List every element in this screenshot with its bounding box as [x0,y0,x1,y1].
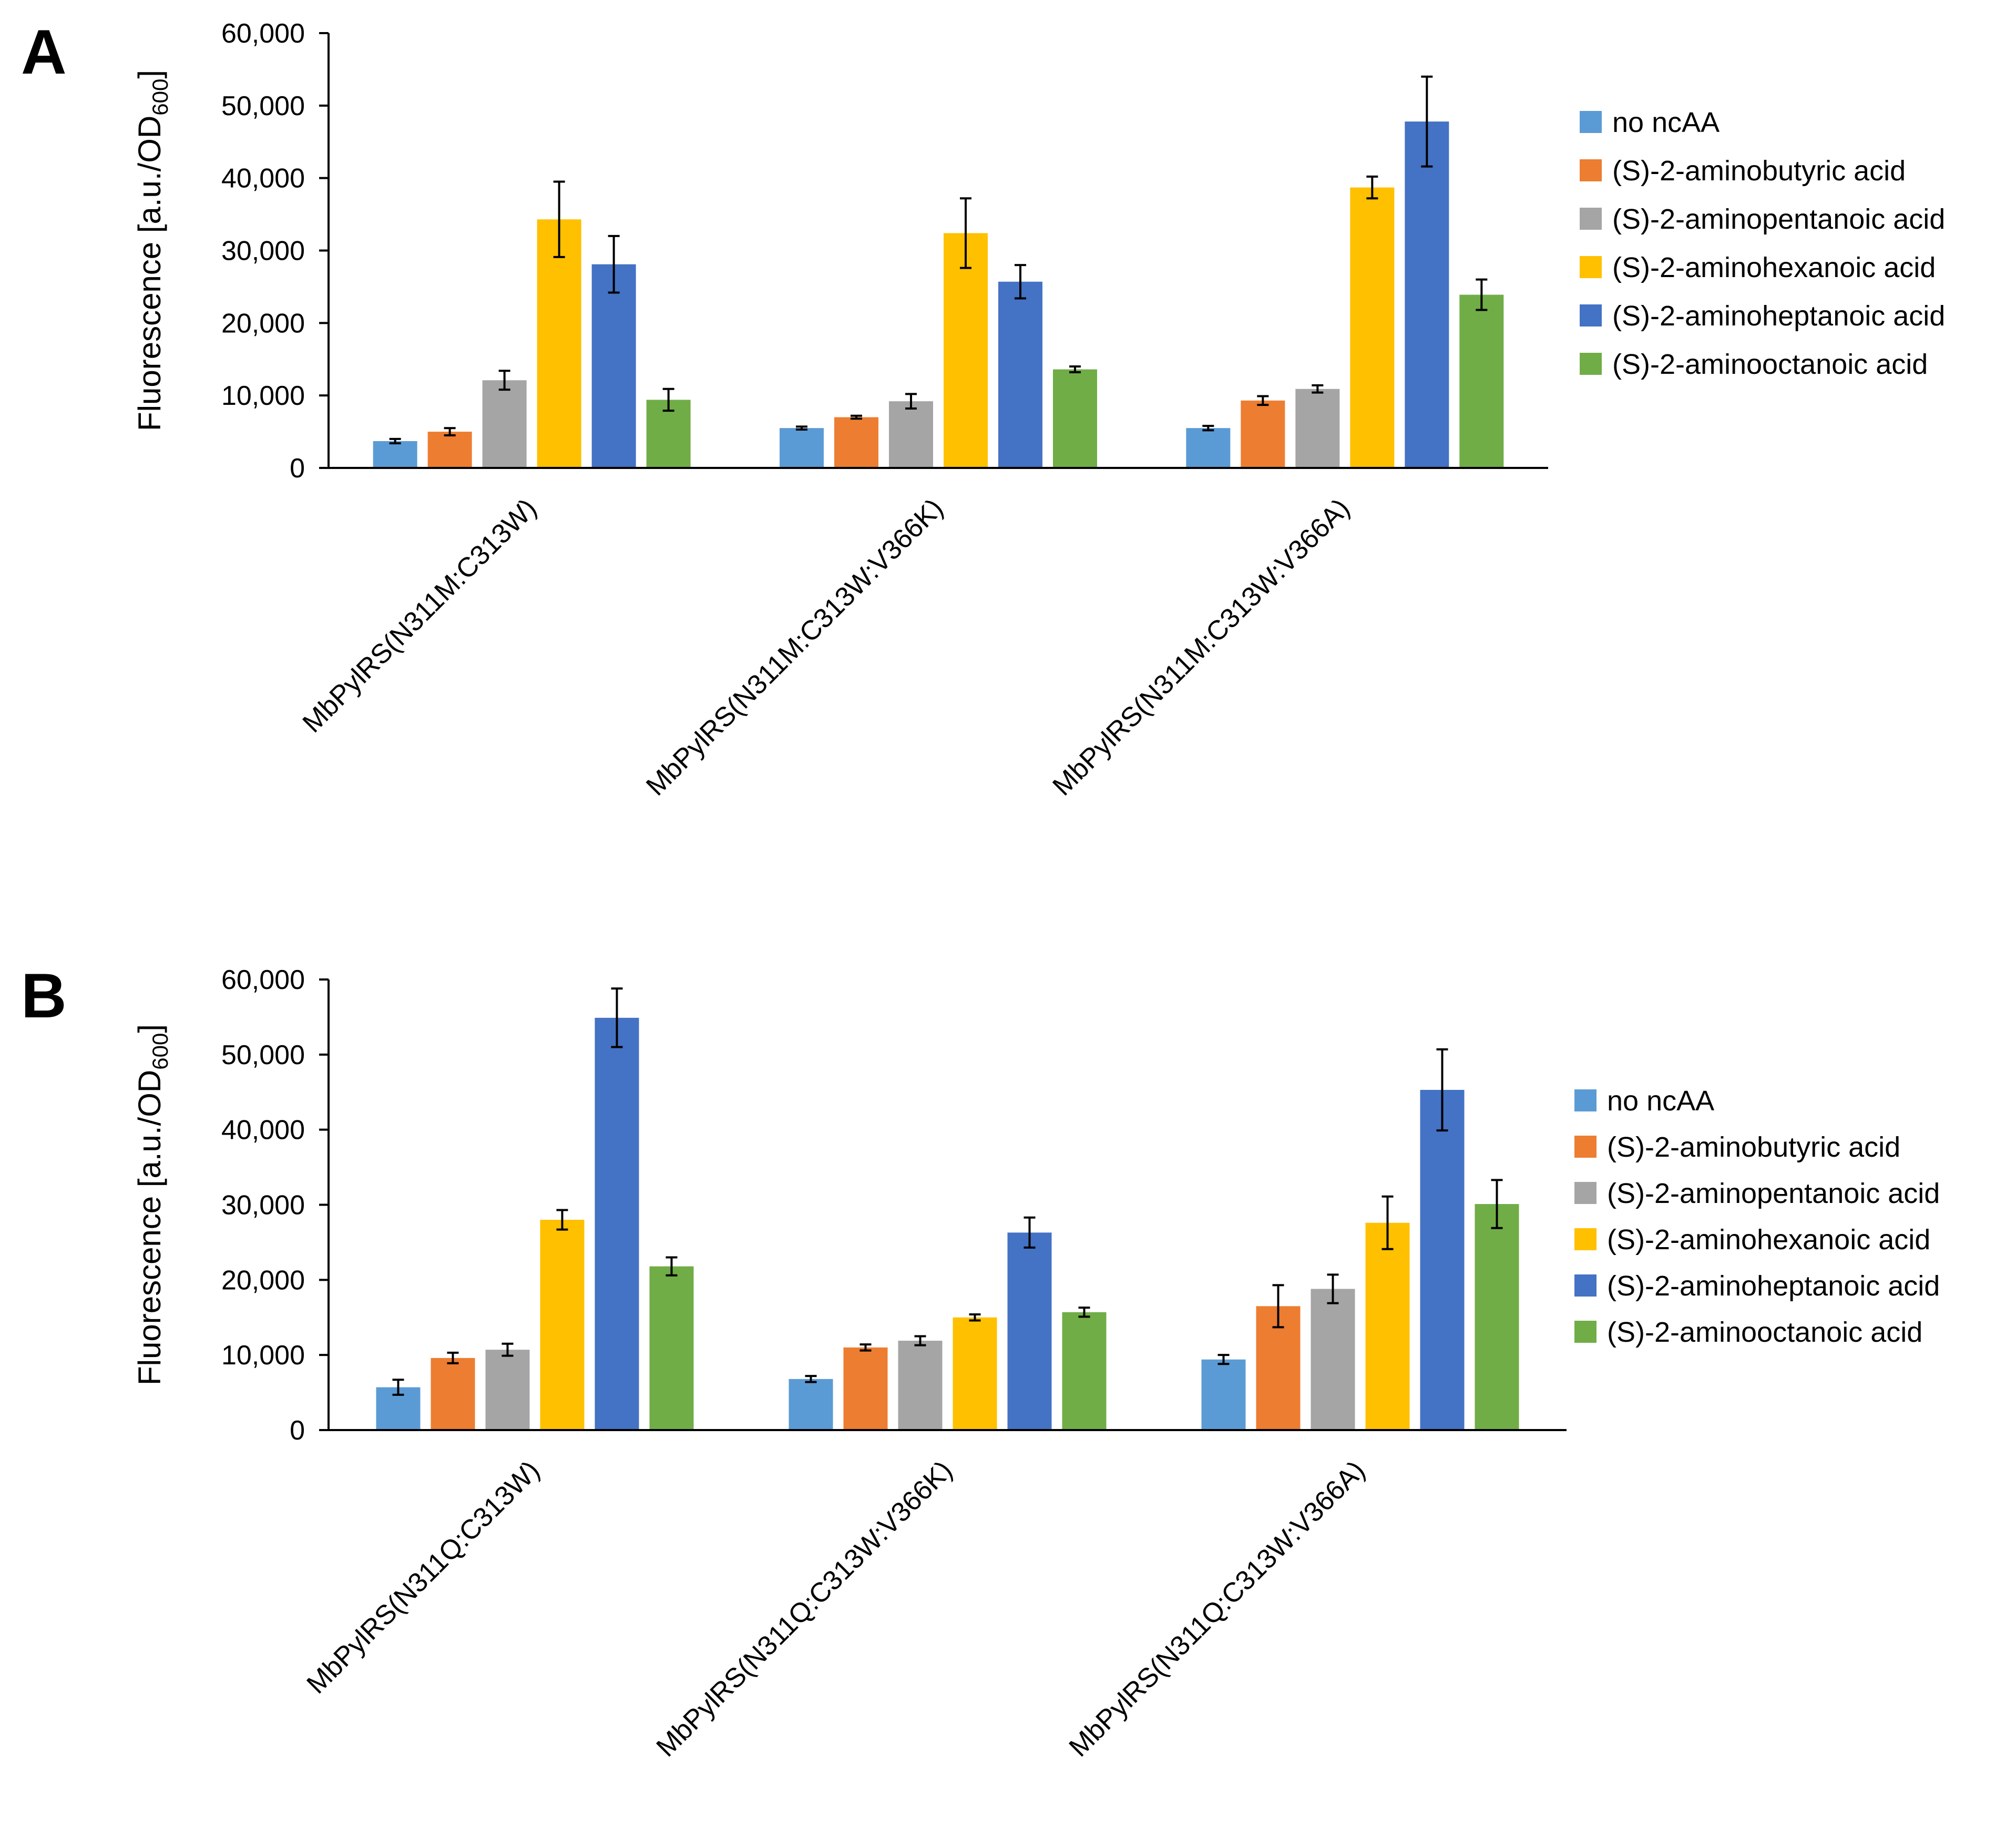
bar [1241,400,1285,468]
bar [1420,1089,1465,1430]
y-axis-title-main: Fluorescence [a.u./OD [132,116,167,431]
legend-swatch [1580,304,1602,326]
bar [843,1347,888,1430]
y-tick-label: 60,000 [221,18,305,49]
legend-label: (S)-2-aminoheptanoic acid [1607,1270,1940,1302]
bar [889,401,933,468]
panel-label: B [21,961,67,1031]
legend-swatch [1574,1321,1597,1343]
x-tick-label: MbPylRS(N311Q:C313W:V366K) [651,1455,958,1762]
bar [898,1341,943,1430]
y-tick-label: 20,000 [221,1265,305,1295]
legend-label: (S)-2-aminohexanoic acid [1612,252,1936,283]
x-tick-label: MbPylRS(N311M:C313W:V366A) [1047,493,1356,801]
bar [591,264,636,468]
bar [1459,294,1504,468]
chart-panel-b: B 0 10,000 20,000 30,000 40,000 50,000 60,000 Fl… [21,961,1940,1763]
bar [1475,1204,1519,1430]
y-tick-label: 0 [290,1415,305,1446]
legend-swatch [1574,1274,1597,1297]
legend-label: (S)-2-aminoheptanoic acid [1612,300,1945,332]
bar [485,1350,530,1430]
bar [1201,1359,1246,1430]
y-axis-title-close: ] [132,70,167,79]
legend-label: (S)-2-aminobutyric acid [1607,1131,1900,1163]
bar [1007,1232,1052,1430]
legend-label: (S)-2-aminooctanoic acid [1607,1317,1922,1348]
bar [1295,389,1340,468]
bar [944,233,988,468]
y-tick-label: 0 [290,453,305,484]
y-tick-label: 30,000 [221,1190,305,1221]
bar [1186,428,1231,468]
y-tick-label: 30,000 [221,236,305,267]
legend-swatch [1580,111,1602,133]
bar [1062,1312,1107,1430]
chart-panel-a: A 0 10,000 20,000 30,000 40,000 50,000 60,000 Fl… [21,17,1945,802]
bar [482,380,527,468]
bar [953,1317,997,1430]
legend-label: (S)-2-aminobutyric acid [1612,155,1906,187]
bar [427,432,472,468]
bar [537,219,581,468]
y-tick-label: 50,000 [221,91,305,121]
legend-label: (S)-2-aminopentanoic acid [1612,203,1945,235]
bar [1405,121,1449,468]
bar [1311,1289,1355,1430]
legend-swatch [1580,208,1602,230]
legend-label: (S)-2-aminohexanoic acid [1607,1224,1930,1256]
x-tick-label: MbPylRS(N311Q:C313W:V366A) [1063,1455,1371,1762]
panel-label: A [21,17,67,87]
legend-swatch [1574,1089,1597,1111]
bar [431,1358,475,1430]
bar [998,281,1042,468]
y-tick-label: 10,000 [221,1340,305,1371]
legend-swatch [1580,353,1602,375]
bar [1365,1222,1410,1430]
y-axis-title-close: ] [132,1024,167,1033]
legend-swatch [1580,256,1602,278]
bar [834,417,878,468]
bar [780,428,824,468]
y-axis-title-main: Fluorescence [a.u./OD [132,1070,167,1385]
bar [540,1220,585,1430]
y-axis-title: Fluorescence [a.u./OD600] [132,70,172,431]
legend-swatch [1574,1136,1597,1158]
y-tick-label: 40,000 [221,1115,305,1146]
legend-label: (S)-2-aminopentanoic acid [1607,1178,1940,1209]
bar [595,1017,639,1430]
y-axis-title-subscript: 600 [148,1033,172,1070]
legend-label: no ncAA [1612,107,1720,138]
bar [1053,369,1097,468]
legend-swatch [1580,159,1602,181]
x-tick-label: MbPylRS(N311Q:C313W) [301,1455,546,1699]
legend-swatch [1574,1182,1597,1204]
y-tick-label: 50,000 [221,1040,305,1070]
legend-label: no ncAA [1607,1085,1714,1117]
y-tick-label: 40,000 [221,164,305,194]
bar [789,1379,833,1430]
x-tick-label: MbPylRS(N311M:C313W:V366K) [640,493,949,801]
y-tick-label: 10,000 [221,381,305,411]
x-tick-label: MbPylRS(N311M:C313W) [297,493,543,738]
bar [1350,187,1395,468]
y-axis-title-subscript: 600 [148,79,172,116]
legend: no ncAA (S)-2-aminobutyric acid (S)-2-amin… [1580,107,1945,380]
bar [649,1266,694,1430]
legend-label: (S)-2-aminooctanoic acid [1612,349,1928,380]
bar [373,441,417,468]
y-tick-label: 20,000 [221,308,305,339]
legend: no ncAA (S)-2-aminobutyric acid (S)-2-amin… [1574,1085,1940,1348]
y-axis-title: Fluorescence [a.u./OD600] [132,1024,172,1385]
y-tick-label: 60,000 [221,965,305,995]
legend-swatch [1574,1228,1597,1250]
